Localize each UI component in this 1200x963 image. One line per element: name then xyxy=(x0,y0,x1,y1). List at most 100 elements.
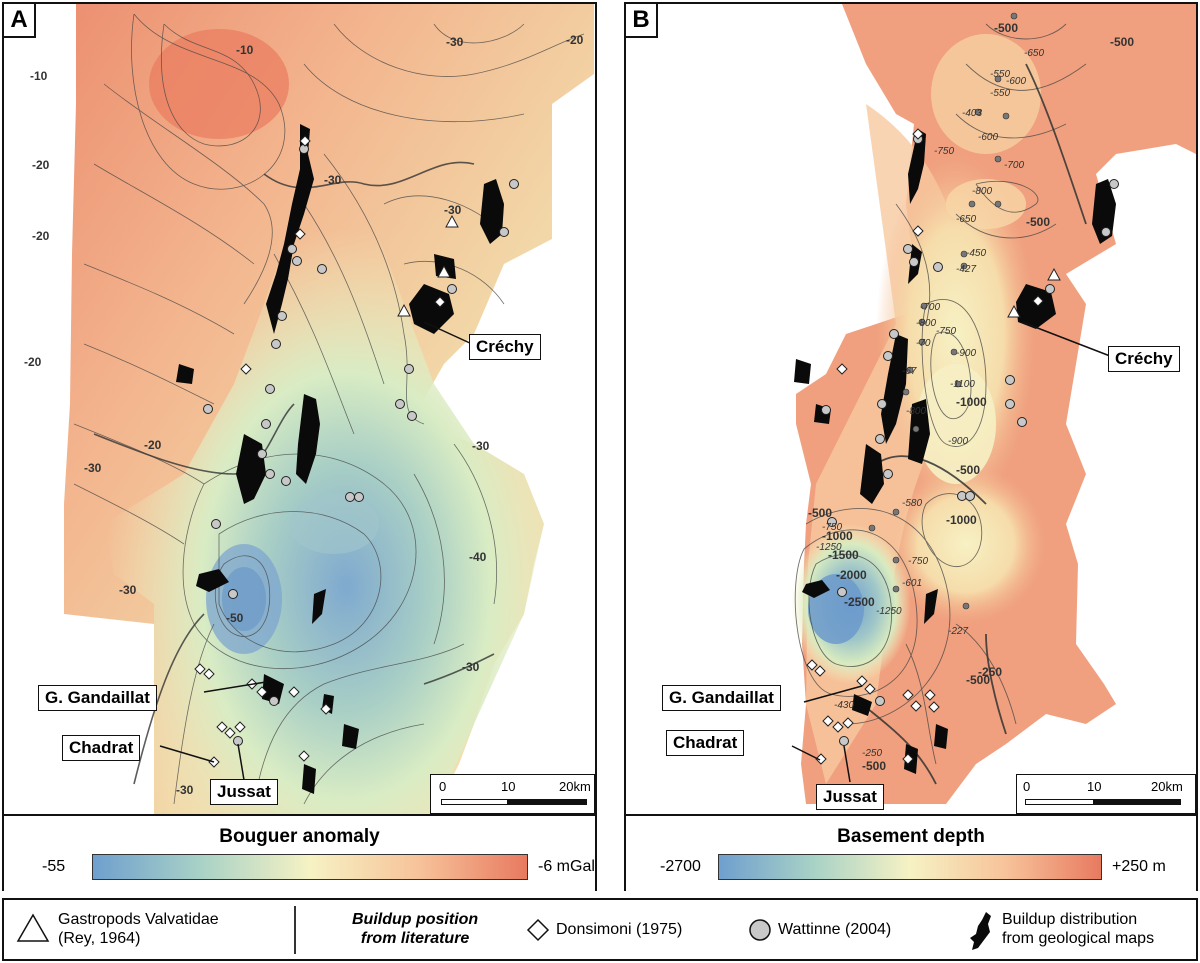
contour-lines xyxy=(794,23,1087,765)
scalebar-segment-black xyxy=(1093,799,1181,805)
symbol-legend: Gastropods Valvatidae (Rey, 1964) Buildu… xyxy=(2,898,1198,961)
contour-label: -500 xyxy=(994,21,1018,35)
contour-label: -430 xyxy=(834,700,854,711)
contour-lines xyxy=(73,13,585,805)
contour-label: -250 xyxy=(978,665,1002,679)
buildup-patches xyxy=(176,124,504,794)
high-anomaly-zone xyxy=(149,29,289,139)
contour-label: -650 xyxy=(1024,48,1044,59)
contour-label: -20 xyxy=(566,33,584,47)
contour-label: -700 xyxy=(1004,160,1024,171)
panel-a-bouguer-map: -10 -10 -30 -20 -20 -20 -30 -20 -20 -30 … xyxy=(2,2,597,891)
contour-label: -250 xyxy=(862,748,882,759)
basement-colorbar-legend: Basement depth -2700 +250 m xyxy=(626,814,1196,891)
contour-label: -750 xyxy=(822,522,842,533)
contour-label: -750 xyxy=(934,146,954,157)
colorbar-a xyxy=(92,854,528,880)
contour-label: -900 xyxy=(948,436,968,447)
legend-buildup-position: Buildup position from literature xyxy=(352,911,479,947)
legend-divider xyxy=(294,906,296,954)
contour-label: -427 xyxy=(956,264,976,275)
bouguer-colorbar-legend: Bouguer anomaly -55 -6 mGal xyxy=(4,814,595,891)
place-label-chadrat: Chadrat xyxy=(666,730,745,756)
contour-label: -30 xyxy=(324,173,342,187)
donsimoni-diamond-icon xyxy=(526,918,550,942)
contour-label: -10 xyxy=(236,43,254,57)
legend-buildup-distribution: Buildup distribution from geological map… xyxy=(1002,911,1155,947)
contour-label: -227 xyxy=(948,626,968,637)
place-label-crechy: Créchy xyxy=(469,334,541,360)
donsimoni-markers xyxy=(806,128,1044,765)
bouguer-anomaly-map: -10 -10 -30 -20 -20 -20 -30 -20 -20 -30 … xyxy=(24,4,594,814)
contour-labels-bold: -500 -500 -500 -1000 -500 -1000 -500 -10… xyxy=(808,21,1134,773)
contour-label: -70 xyxy=(916,338,931,349)
panel-letter-a: A xyxy=(4,4,36,38)
scalebar-tick: 10 xyxy=(501,779,516,794)
contour-label: -2500 xyxy=(844,595,875,609)
place-label-gandaillat: G. Gandaillat xyxy=(662,685,781,711)
scalebar-tick: 20km xyxy=(559,779,591,794)
legend-gastropods: Gastropods Valvatidae (Rey, 1964) xyxy=(58,911,219,947)
low-anomaly-zone xyxy=(104,164,544,814)
contour-label: -500 xyxy=(1026,215,1050,229)
scalebar-segment-black xyxy=(507,799,587,805)
legend-title-a: Bouguer anomaly xyxy=(219,826,380,847)
scalebar-a: 0 10 20km xyxy=(430,774,595,814)
contour-label: -403 xyxy=(962,108,982,119)
contour-label: -30 xyxy=(444,203,462,217)
place-label-jussat: Jussat xyxy=(210,779,278,805)
contour-label: -500 xyxy=(862,759,886,773)
contour-label: -20 xyxy=(144,438,162,452)
scalebar-segment-white xyxy=(1025,799,1095,805)
contour-label: -500 xyxy=(808,506,832,520)
donsimoni-markers xyxy=(194,135,446,768)
contour-label: -1500 xyxy=(828,548,859,562)
contour-label: -550 xyxy=(990,88,1010,99)
contour-label: -900 xyxy=(956,348,976,359)
scalebar-segment-white xyxy=(441,799,509,805)
contour-label: -30 xyxy=(119,583,137,597)
contour-label: -20 xyxy=(32,158,50,172)
place-label-gandaillat: G. Gandaillat xyxy=(38,685,157,711)
scalebar-tick: 20km xyxy=(1151,779,1183,794)
contour-label: -800 xyxy=(906,406,926,417)
colorbar-max-b: +250 m xyxy=(1112,858,1166,875)
gastropod-markers xyxy=(397,214,459,317)
contour-label: -800 xyxy=(972,186,992,197)
contour-label: -1250 xyxy=(816,542,842,553)
contour-label: -50 xyxy=(226,611,244,625)
wattinne-markers xyxy=(203,144,519,746)
legend-donsimoni: Donsimoni (1975) xyxy=(556,921,683,938)
colorbar-min-a: -55 xyxy=(42,858,66,875)
leader-lines xyxy=(159,321,473,781)
well-points xyxy=(868,12,1018,610)
contour-label: -20 xyxy=(24,355,42,369)
contour-label: -20 xyxy=(32,229,50,243)
contour-label: -1250 xyxy=(876,606,902,617)
place-label-jussat: Jussat xyxy=(816,784,884,810)
colorbar-min-b: -2700 xyxy=(660,858,701,875)
colorbar-max-a: -6 mGal xyxy=(538,858,595,875)
buildup-patch-icon xyxy=(970,912,991,950)
contour-label: -30 xyxy=(176,783,194,797)
contour-label: -601 xyxy=(902,578,922,589)
contour-label: -600 xyxy=(978,132,998,143)
contour-label: -1000 xyxy=(956,395,987,409)
gastropod-triangle-icon xyxy=(16,913,50,942)
contour-label: -600 xyxy=(1006,76,1026,87)
wattinne-circle-icon xyxy=(749,919,771,941)
contour-label: -1000 xyxy=(946,513,977,527)
contour-label: -550 xyxy=(990,69,1010,80)
contour-label: -750 xyxy=(908,556,928,567)
contour-labels-italic: -650 -600 -550 -550 -403 -600 -750 -700 … xyxy=(816,48,1044,759)
scalebar-tick: 0 xyxy=(439,779,447,794)
place-label-crechy: Créchy xyxy=(1108,346,1180,372)
wattinne-markers xyxy=(821,134,1119,746)
contour-label: -500 xyxy=(956,463,980,477)
contour-label: -450 xyxy=(966,248,986,259)
scalebar-tick: 0 xyxy=(1023,779,1031,794)
buildup-patches xyxy=(794,129,1116,774)
scalebar-tick: 10 xyxy=(1087,779,1102,794)
leader-lines xyxy=(791,321,1111,783)
gastropod-markers xyxy=(1007,267,1061,318)
